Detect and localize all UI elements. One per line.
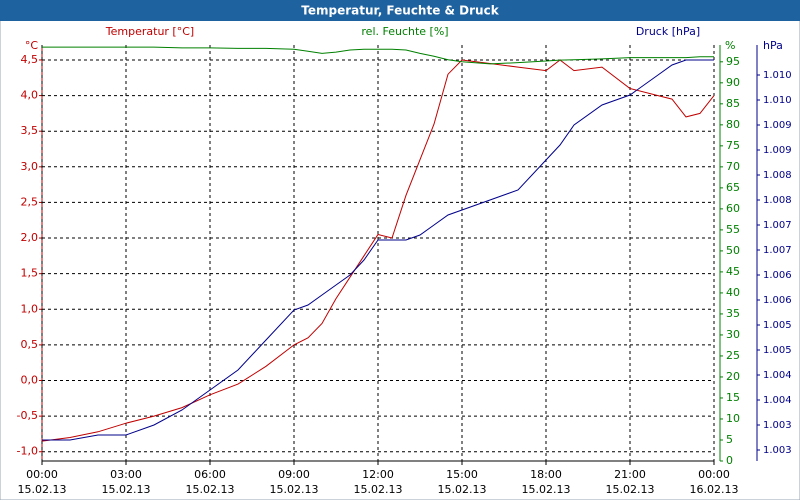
x-tick-label: 18:00 xyxy=(530,468,562,481)
y2-tick-label: 20 xyxy=(726,370,740,383)
y2-tick-label: 60 xyxy=(726,202,740,215)
y3-tick-label: 1.009 xyxy=(763,120,792,131)
y2-tick-label: 50 xyxy=(726,244,740,257)
series-line xyxy=(42,46,714,65)
y3-tick-label: 1.006 xyxy=(763,270,792,281)
y3-tick-label: 1.003 xyxy=(763,420,792,431)
x-tick-label: 00:00 xyxy=(26,468,58,481)
y2-tick-label: 65 xyxy=(726,181,740,194)
y-tick-label: 4,0 xyxy=(21,89,39,102)
y2-tick-label: 45 xyxy=(726,265,740,278)
y3-tick-label: 1.010 xyxy=(763,95,792,106)
y-tick-label: -1,0 xyxy=(17,445,38,458)
y3-tick-label: 1.003 xyxy=(763,445,792,456)
y2-tick-label: 25 xyxy=(726,349,740,362)
x-tick-label: 12:00 xyxy=(362,468,394,481)
x-tick-label: 06:00 xyxy=(194,468,226,481)
y2-tick-label: 75 xyxy=(726,139,740,152)
y-unit: °C xyxy=(25,39,39,52)
x-tick-label: 09:00 xyxy=(278,468,310,481)
y-tick-label: 2,5 xyxy=(21,195,39,208)
y-tick-label: -0,5 xyxy=(17,409,38,422)
x-tick-date: 15.02.13 xyxy=(438,483,487,496)
y3-tick-label: 1.004 xyxy=(763,370,792,381)
y-tick-label: 0,0 xyxy=(21,374,39,387)
y2-tick-label: 55 xyxy=(726,223,740,236)
x-tick-date: 15.02.13 xyxy=(606,483,655,496)
x-tick-date: 15.02.13 xyxy=(354,483,403,496)
x-tick-label: 00:00 xyxy=(698,468,730,481)
y3-tick-label: 1.005 xyxy=(763,345,792,356)
y2-tick-label: 40 xyxy=(726,286,740,299)
y2-tick-label: 30 xyxy=(726,328,740,341)
y2-tick-label: 10 xyxy=(726,412,740,425)
y2-tick-label: 80 xyxy=(726,118,740,131)
y2-tick-label: 95 xyxy=(726,55,740,68)
y-tick-label: 4,5 xyxy=(21,53,39,66)
x-tick-date: 15.02.13 xyxy=(102,483,151,496)
y2-axis-title: rel. Feuchte [%] xyxy=(361,25,448,38)
x-tick-label: 21:00 xyxy=(614,468,646,481)
y3-tick-label: 1.008 xyxy=(763,195,792,206)
y3-tick-label: 1.009 xyxy=(763,145,792,156)
series-line xyxy=(41,59,715,442)
y-axis-title: Temperatur [°C] xyxy=(105,25,194,38)
y3-unit: hPa xyxy=(763,39,783,52)
title-bar xyxy=(0,0,800,21)
y-tick-label: 1,5 xyxy=(21,267,39,280)
y3-tick-label: 1.006 xyxy=(763,295,792,306)
x-tick-date: 15.02.13 xyxy=(186,483,235,496)
y-tick-label: 3,0 xyxy=(21,160,39,173)
y2-tick-label: 90 xyxy=(726,76,740,89)
y3-tick-label: 1.007 xyxy=(763,220,792,231)
y-tick-label: 0,5 xyxy=(21,338,39,351)
y2-tick-label: 35 xyxy=(726,307,740,320)
x-tick-date: 15.02.13 xyxy=(18,483,67,496)
y3-axis-title: Druck [hPa] xyxy=(636,25,700,38)
y2-tick-label: 70 xyxy=(726,160,740,173)
y2-unit: % xyxy=(725,39,735,52)
y2-tick-label: 5 xyxy=(726,433,733,446)
y3-tick-label: 1.004 xyxy=(763,395,792,406)
x-tick-date: 15.02.13 xyxy=(270,483,319,496)
y3-tick-label: 1.007 xyxy=(763,245,792,256)
y2-tick-label: 85 xyxy=(726,97,740,110)
x-tick-date: 16.02.13 xyxy=(690,483,739,496)
x-tick-label: 03:00 xyxy=(110,468,142,481)
y-tick-label: 1,0 xyxy=(21,302,39,315)
y-tick-label: 2,0 xyxy=(21,231,39,244)
y2-tick-label: 15 xyxy=(726,391,740,404)
x-tick-label: 15:00 xyxy=(446,468,478,481)
series-line xyxy=(42,59,714,441)
x-tick-date: 15.02.13 xyxy=(522,483,571,496)
chart-title: Temperatur, Feuchte & Druck xyxy=(301,4,499,18)
y3-tick-label: 1.005 xyxy=(763,320,792,331)
y2-tick-label: 0 xyxy=(726,454,733,467)
y3-tick-label: 1.008 xyxy=(763,170,792,181)
y-tick-label: 3,5 xyxy=(21,124,39,137)
y3-tick-label: 1.010 xyxy=(763,70,792,81)
